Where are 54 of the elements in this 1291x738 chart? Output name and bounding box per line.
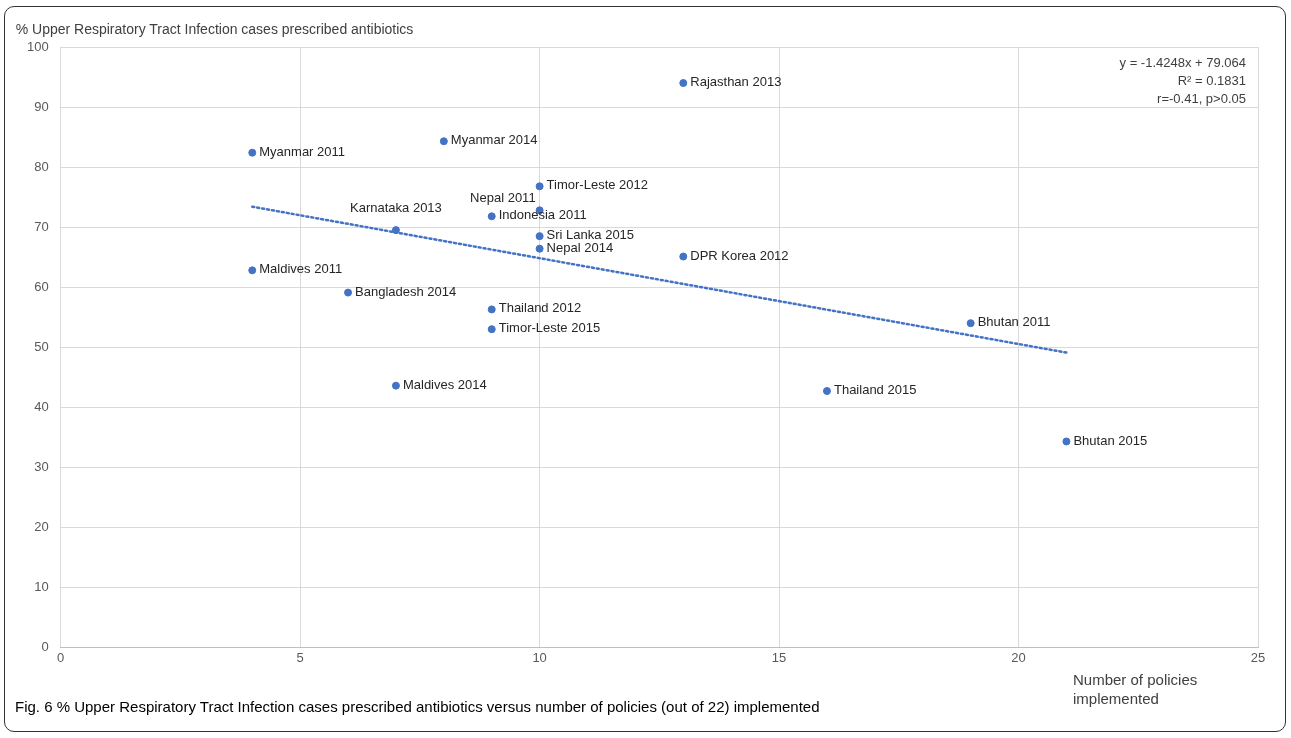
y-tick-label: 60 — [34, 278, 49, 294]
point — [487, 212, 496, 221]
annotation: Timor-Leste 2015 — [498, 320, 601, 336]
point — [487, 305, 496, 314]
y-tick-label: 80 — [34, 158, 49, 174]
point — [391, 226, 400, 235]
point — [822, 387, 831, 396]
y-tick-label: 100 — [26, 38, 49, 54]
point — [679, 79, 688, 88]
point — [535, 244, 544, 253]
point — [344, 288, 353, 297]
x-tick-label: 15 — [771, 649, 787, 665]
x-tick-label: 5 — [296, 649, 304, 665]
y-tick-label: 30 — [34, 458, 49, 474]
text: Fig. 6 % Upper Respiratory Tract Infection cases prescribed antibiotics versus number of policies (out of 22) implemented — [15, 698, 820, 716]
y-tick-label: 70 — [34, 218, 49, 234]
point — [535, 232, 544, 241]
point — [439, 137, 448, 146]
x-tick-label: 10 — [532, 649, 547, 665]
point — [248, 266, 257, 275]
x-tick-label: 25 — [1250, 649, 1266, 665]
point — [1062, 437, 1071, 446]
y-axis-title: % Upper Respiratory Tract Infection cases prescribed antibiotics — [15, 20, 414, 37]
annotation: Bhutan 2015 — [1073, 432, 1148, 448]
annotation: Maldives 2011 — [259, 261, 343, 277]
annotation: Myanmar 2011 — [259, 143, 346, 159]
y-tick-label: 10 — [34, 578, 49, 594]
annotation: Maldives 2014 — [402, 376, 487, 392]
annotation: Indonesia 2011 — [498, 207, 587, 223]
annotation: Rajasthan 2013 — [690, 74, 782, 90]
annotation: Bhutan 2011 — [977, 314, 1051, 330]
y-tick-label: 90 — [34, 98, 49, 114]
y-tick-label: 40 — [34, 398, 49, 414]
y-tick-label: 0 — [41, 638, 49, 654]
annotation: Thailand 2015 — [833, 382, 917, 398]
annotation: Myanmar 2014 — [450, 132, 538, 148]
annotation: Timor-Leste 2012 — [546, 177, 649, 193]
annotation: Nepal 2011 — [470, 190, 536, 206]
annotation: Bangladesh 2014 — [355, 283, 457, 299]
annotation: y = -1.4248x + 79.064 R² = 0.1831 r=-0.41, p>0.05 — [1119, 55, 1246, 107]
point — [248, 148, 257, 157]
x-axis-title: Number of policies implemented — [1073, 671, 1198, 708]
annotation: Thailand 2012 — [498, 300, 582, 316]
annotation: DPR Korea 2012 — [690, 247, 789, 263]
x-tick-label: 20 — [1011, 649, 1026, 665]
point — [679, 252, 688, 261]
point — [391, 381, 400, 390]
point — [966, 319, 975, 328]
point — [487, 325, 496, 334]
y-tick-label: 20 — [34, 518, 49, 534]
point — [535, 182, 544, 191]
x-tick-label: 0 — [57, 649, 65, 665]
annotation: Karnataka 2013 — [350, 200, 442, 216]
y-tick-label: 50 — [34, 338, 49, 354]
